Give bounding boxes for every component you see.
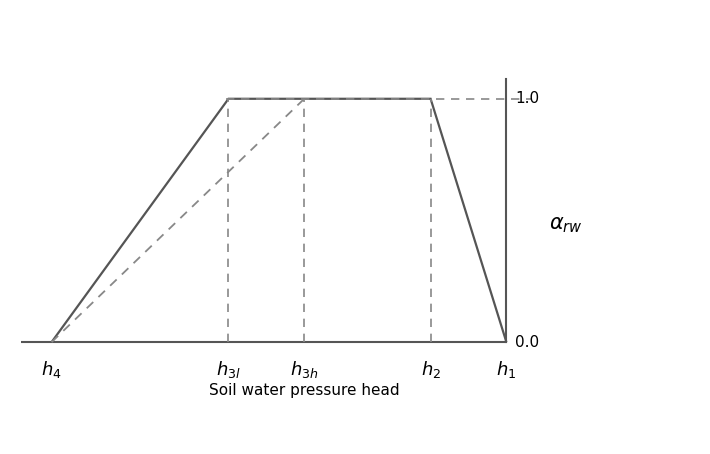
Text: Soil water pressure head: Soil water pressure head — [209, 384, 400, 399]
Text: $h_1$: $h_1$ — [496, 359, 517, 380]
Text: 0.0: 0.0 — [515, 335, 540, 350]
Text: $h_4$: $h_4$ — [41, 359, 62, 380]
Text: $h_{3l}$: $h_{3l}$ — [216, 359, 241, 380]
Text: $h_2$: $h_2$ — [420, 359, 441, 380]
Text: $\alpha_{rw}$: $\alpha_{rw}$ — [550, 215, 583, 235]
Text: 1.0: 1.0 — [515, 91, 540, 106]
Text: $h_{3h}$: $h_{3h}$ — [290, 359, 319, 380]
